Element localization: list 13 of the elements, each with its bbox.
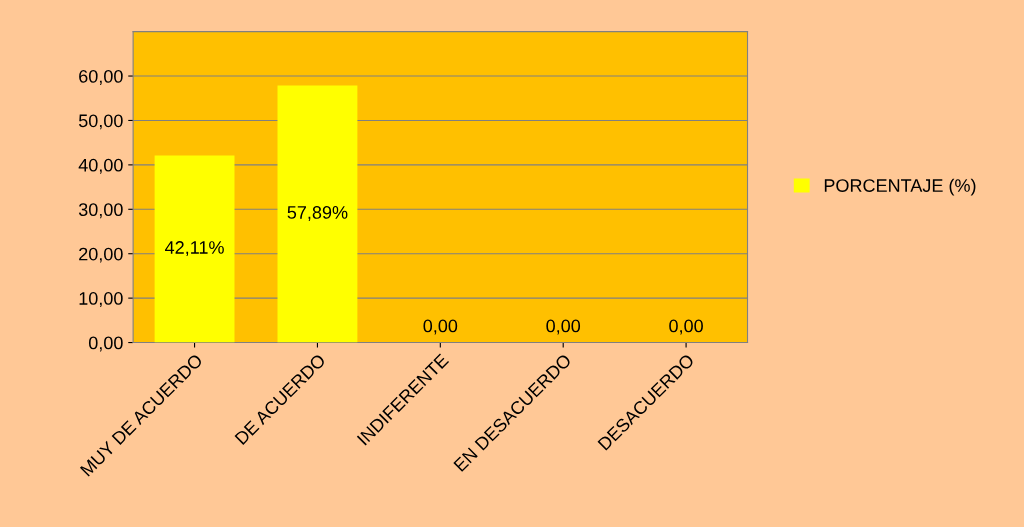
legend-label: PORCENTAJE (%) bbox=[824, 178, 976, 196]
y-tick-label: 50,00 bbox=[78, 114, 123, 130]
data-label: 0,00 bbox=[546, 319, 581, 335]
y-tick-label: 60,00 bbox=[79, 69, 123, 85]
data-label: 42,11% bbox=[165, 241, 224, 257]
y-tick-label: 20,00 bbox=[79, 247, 123, 263]
y-tick-label: 0,00 bbox=[88, 336, 123, 352]
y-tick-label: 30,00 bbox=[78, 203, 123, 219]
y-tick-label: 10,00 bbox=[79, 292, 123, 307]
y-tick-label: 40,00 bbox=[78, 158, 123, 174]
data-label: 0,00 bbox=[423, 319, 458, 335]
data-label: 57,89% bbox=[287, 206, 348, 221]
data-label: 0,00 bbox=[669, 319, 703, 335]
